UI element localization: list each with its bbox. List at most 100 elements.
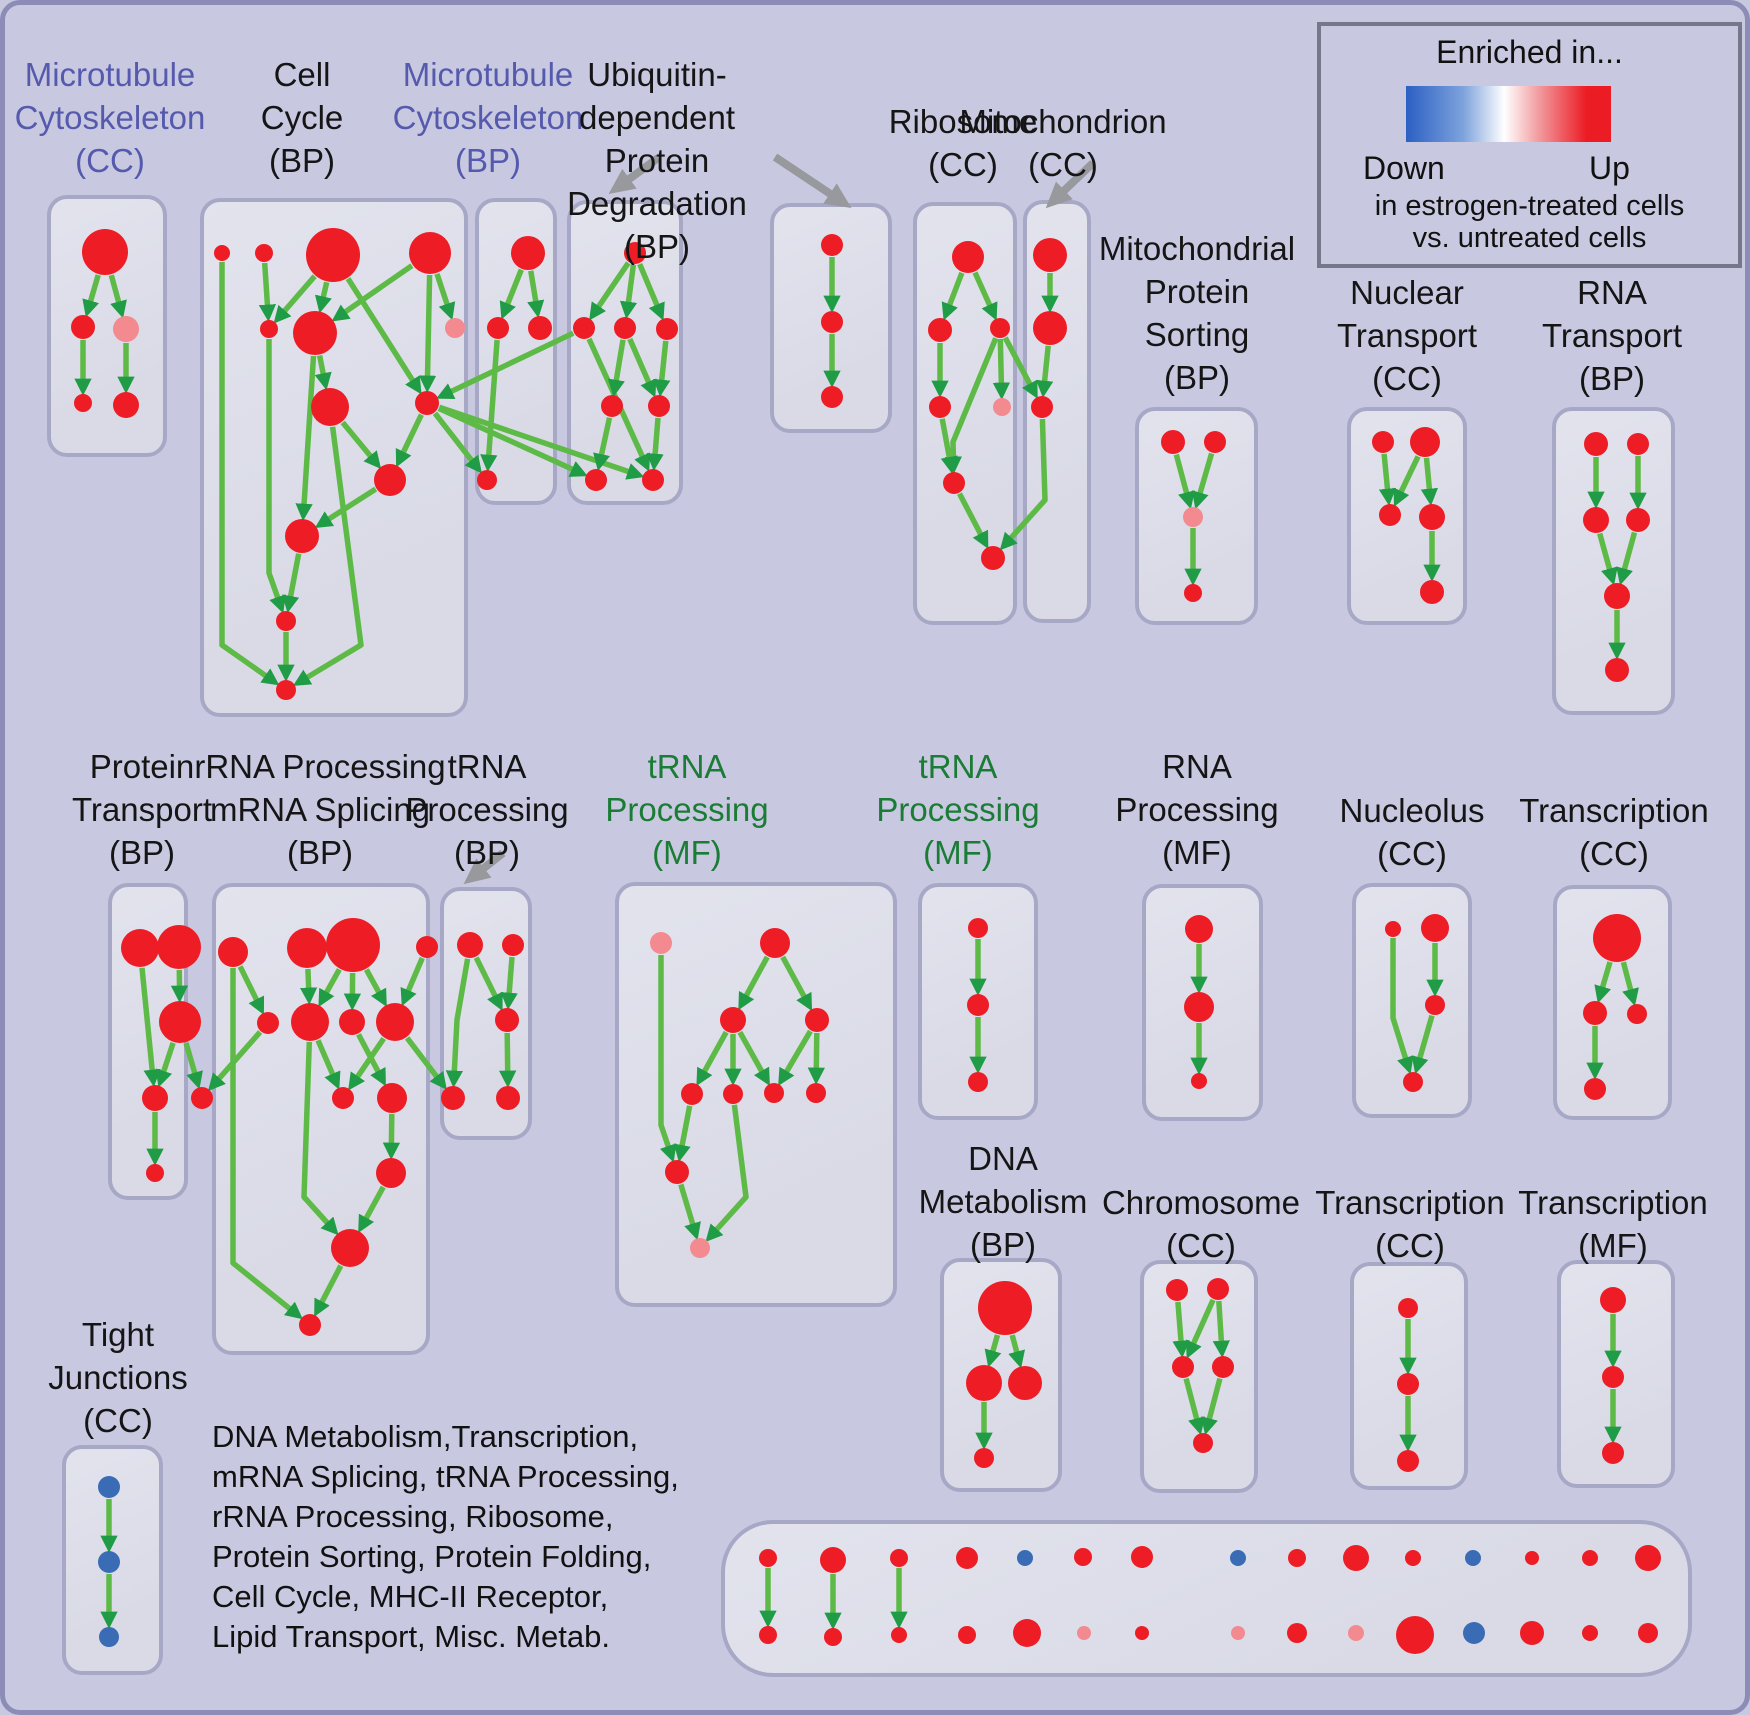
go-term-node-rr6[interactable] xyxy=(291,1003,329,1041)
go-term-node-r6[interactable] xyxy=(943,472,965,494)
go-term-node-g3[interactable] xyxy=(968,1072,988,1092)
go-term-node-n2[interactable] xyxy=(1410,427,1440,457)
go-term-node-t5[interactable] xyxy=(1604,583,1630,609)
go-term-node-o4[interactable] xyxy=(1403,1072,1423,1092)
go-term-node-r5[interactable] xyxy=(993,398,1011,416)
go-term-node-b3[interactable] xyxy=(528,316,552,340)
go-term-node-p3[interactable] xyxy=(1183,507,1203,527)
go-term-node-x14b[interactable] xyxy=(1582,1625,1598,1641)
go-term-node-rr1[interactable] xyxy=(218,937,248,967)
go-term-node-u3[interactable] xyxy=(614,317,636,339)
go-term-node-f4[interactable] xyxy=(805,1008,829,1032)
go-term-node-x6t[interactable] xyxy=(1074,1548,1092,1566)
go-term-node-f5[interactable] xyxy=(681,1083,703,1105)
go-term-node-rr2[interactable] xyxy=(287,928,327,968)
go-term-node-j1[interactable] xyxy=(98,1476,120,1498)
go-term-node-c5[interactable] xyxy=(260,320,278,338)
go-term-node-rr10[interactable] xyxy=(377,1083,407,1113)
go-term-node-s2[interactable] xyxy=(1583,1001,1607,1025)
go-term-node-q3[interactable] xyxy=(821,386,843,408)
go-term-node-n4[interactable] xyxy=(1419,504,1445,530)
go-term-node-j2[interactable] xyxy=(98,1551,120,1573)
go-term-node-tb3[interactable] xyxy=(495,1008,519,1032)
go-term-node-f3[interactable] xyxy=(720,1007,746,1033)
go-term-node-n3[interactable] xyxy=(1379,504,1401,526)
go-term-node-c3[interactable] xyxy=(306,228,360,282)
go-term-node-b4[interactable] xyxy=(477,470,497,490)
go-term-node-v3[interactable] xyxy=(1397,1450,1419,1472)
go-term-node-p4[interactable] xyxy=(1184,584,1202,602)
go-term-node-h2[interactable] xyxy=(1184,992,1214,1022)
go-term-node-m1[interactable] xyxy=(82,229,128,275)
go-term-node-pt6[interactable] xyxy=(146,1164,164,1182)
go-term-node-s4[interactable] xyxy=(1584,1078,1606,1100)
go-term-node-c8[interactable] xyxy=(415,391,439,415)
go-term-node-k2[interactable] xyxy=(1207,1278,1229,1300)
go-term-node-c4[interactable] xyxy=(409,232,451,274)
go-term-node-pt2[interactable] xyxy=(157,925,201,969)
go-term-node-x15t[interactable] xyxy=(1635,1545,1661,1571)
go-term-node-v1[interactable] xyxy=(1398,1298,1418,1318)
go-term-node-c10[interactable] xyxy=(374,464,406,496)
go-term-node-r3[interactable] xyxy=(990,318,1010,338)
go-term-node-b1[interactable] xyxy=(511,236,545,270)
go-term-node-n1[interactable] xyxy=(1372,431,1394,453)
go-term-node-f8[interactable] xyxy=(806,1083,826,1103)
go-term-node-rr13[interactable] xyxy=(299,1314,321,1336)
go-term-node-x9b[interactable] xyxy=(1287,1623,1307,1643)
go-term-node-v2[interactable] xyxy=(1397,1373,1419,1395)
go-term-node-tb1[interactable] xyxy=(457,932,483,958)
go-term-node-u6[interactable] xyxy=(648,395,670,417)
go-term-node-b2[interactable] xyxy=(487,317,509,339)
go-term-node-o1[interactable] xyxy=(1385,921,1401,937)
go-term-node-c2[interactable] xyxy=(255,244,273,262)
go-term-node-x8t[interactable] xyxy=(1230,1550,1246,1566)
go-term-node-x2b[interactable] xyxy=(824,1628,842,1646)
go-term-node-k1[interactable] xyxy=(1166,1279,1188,1301)
go-term-node-f2[interactable] xyxy=(760,928,790,958)
go-term-node-o2[interactable] xyxy=(1421,914,1449,942)
go-term-node-tb5[interactable] xyxy=(496,1086,520,1110)
go-term-node-tb4[interactable] xyxy=(441,1086,465,1110)
go-term-node-n5[interactable] xyxy=(1420,580,1444,604)
go-term-node-f7[interactable] xyxy=(764,1083,784,1103)
go-term-node-f6[interactable] xyxy=(723,1084,743,1104)
go-term-node-x4b[interactable] xyxy=(958,1626,976,1644)
go-term-node-rr9[interactable] xyxy=(332,1087,354,1109)
go-term-node-x1b[interactable] xyxy=(759,1626,777,1644)
go-term-node-h3[interactable] xyxy=(1191,1073,1207,1089)
go-term-node-w1[interactable] xyxy=(1600,1287,1626,1313)
go-term-node-c1[interactable] xyxy=(214,245,230,261)
go-term-node-h1[interactable] xyxy=(1185,915,1213,943)
go-term-node-c7[interactable] xyxy=(445,318,465,338)
go-term-node-m3[interactable] xyxy=(113,316,139,342)
go-term-node-x12t[interactable] xyxy=(1465,1550,1481,1566)
go-term-node-t4[interactable] xyxy=(1626,508,1650,532)
go-term-node-x3b[interactable] xyxy=(891,1627,907,1643)
go-term-node-r4[interactable] xyxy=(929,396,951,418)
go-term-node-pt1[interactable] xyxy=(121,929,159,967)
go-term-node-rr11[interactable] xyxy=(376,1158,406,1188)
go-term-node-x9t[interactable] xyxy=(1288,1549,1306,1567)
go-term-node-x4t[interactable] xyxy=(956,1547,978,1569)
go-term-node-x12b[interactable] xyxy=(1463,1622,1485,1644)
go-term-node-x7b[interactable] xyxy=(1135,1626,1149,1640)
go-term-node-u7[interactable] xyxy=(585,469,607,491)
go-term-node-x7t[interactable] xyxy=(1131,1546,1153,1568)
go-term-node-w3[interactable] xyxy=(1602,1442,1624,1464)
go-term-node-x3t[interactable] xyxy=(890,1549,908,1567)
go-term-node-c13[interactable] xyxy=(276,680,296,700)
go-term-node-k4[interactable] xyxy=(1212,1356,1234,1378)
go-term-node-u4[interactable] xyxy=(656,318,678,340)
go-term-node-k5[interactable] xyxy=(1193,1433,1213,1453)
go-term-node-t1[interactable] xyxy=(1584,432,1608,456)
go-term-node-x15b[interactable] xyxy=(1638,1623,1658,1643)
go-term-node-rr5[interactable] xyxy=(257,1012,279,1034)
go-term-node-g1[interactable] xyxy=(968,918,988,938)
go-term-node-tb2[interactable] xyxy=(502,934,524,956)
go-term-node-x6b[interactable] xyxy=(1077,1626,1091,1640)
go-term-node-p1[interactable] xyxy=(1161,430,1185,454)
go-term-node-m4[interactable] xyxy=(74,394,92,412)
go-term-node-q2[interactable] xyxy=(821,311,843,333)
go-term-node-x5t[interactable] xyxy=(1017,1550,1033,1566)
